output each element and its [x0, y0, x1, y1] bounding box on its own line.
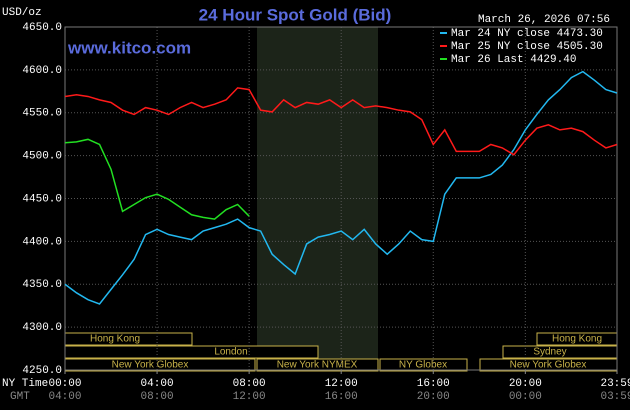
y-tick-label: 4600.0 [22, 65, 62, 77]
session-box [64, 345, 319, 359]
x-tick-label: 04:00 [141, 378, 174, 390]
y-tick-label: 4550.0 [22, 108, 62, 120]
gmt-tick-label: 20:00 [417, 391, 450, 403]
x-tick-label: 20:00 [509, 378, 542, 390]
session-label: Hong Kong [90, 334, 140, 345]
plot-frame [64, 26, 618, 371]
x-tick-label: 00:00 [48, 378, 81, 390]
y-tick-label: 4250.0 [22, 365, 62, 377]
legend-label: Mar 25 NY close 4505.30 [451, 41, 603, 53]
watermark: www.kitco.com [67, 38, 191, 57]
session-box [256, 358, 379, 372]
unit: USD/oz [2, 7, 42, 19]
gmt-label: GMT [10, 391, 30, 403]
x-tick-label: 08:00 [233, 378, 266, 390]
session-label: London [214, 347, 247, 358]
session-label: Hong Kong [552, 334, 602, 345]
series-line [64, 87, 618, 156]
x-axis-label: NY Time [2, 378, 48, 390]
timestamp: March 26, 2026 07:56 [478, 14, 610, 26]
x-tick-label: 23:59 [600, 378, 630, 390]
series-line [64, 138, 250, 220]
legend-label: Mar 24 NY close 4473.30 [451, 28, 603, 40]
y-tick-label: 4450.0 [22, 193, 62, 205]
y-tick-label: 4350.0 [22, 279, 62, 291]
gmt-tick-label: 08:00 [141, 391, 174, 403]
y-tick-label: 4300.0 [22, 322, 62, 334]
session-label: New York Globex [112, 360, 189, 371]
gmt-tick-label: 12:00 [233, 391, 266, 403]
gmt-tick-label: 00:00 [509, 391, 542, 403]
gmt-tick-label: 16:00 [325, 391, 358, 403]
session-label: NY Globex [399, 360, 447, 371]
y-tick-label: 4650.0 [22, 22, 62, 34]
session-label: New York NYMEX [277, 360, 358, 371]
x-tick-label: 12:00 [325, 378, 358, 390]
session-label: Sydney [533, 347, 566, 358]
session-box [379, 358, 468, 372]
legend-label: Mar 26 Last 4429.40 [451, 54, 576, 66]
y-tick-label: 4500.0 [22, 151, 62, 163]
gmt-tick-label: 03:59 [600, 391, 630, 403]
x-tick-label: 16:00 [417, 378, 450, 390]
chart-title: 24 Hour Spot Gold (Bid) [199, 5, 392, 24]
series-line [64, 70, 618, 305]
session-label: New York Globex [510, 360, 587, 371]
gmt-tick-label: 04:00 [48, 391, 81, 403]
y-tick-label: 4400.0 [22, 236, 62, 248]
